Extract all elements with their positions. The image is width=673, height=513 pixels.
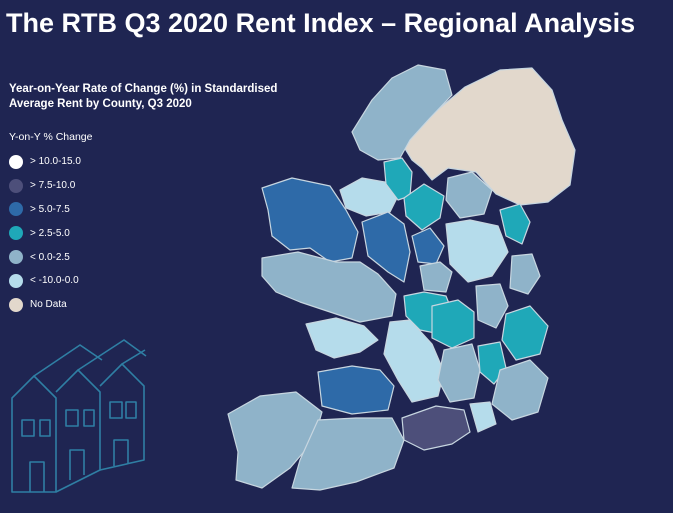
legend-swatch <box>9 202 23 217</box>
region-cavan[interactable] <box>403 183 445 231</box>
region-wicklow[interactable] <box>501 305 549 361</box>
legend-swatch <box>9 154 23 169</box>
legend-swatch <box>9 226 23 241</box>
legend-label: < -10.0-0.0 <box>30 275 79 287</box>
legend-label: > 2.5-5.0 <box>30 227 70 239</box>
region-donegal[interactable] <box>351 64 453 161</box>
region-clare[interactable] <box>305 317 379 359</box>
legend-item: No Data <box>9 293 81 317</box>
region-mayo[interactable] <box>261 177 359 263</box>
legend-label: > 7.5-10.0 <box>30 180 76 192</box>
region-kilkenny[interactable] <box>437 343 481 403</box>
legend-label: No Data <box>30 299 67 311</box>
legend-label: > 5.0-7.5 <box>30 203 70 215</box>
region-westmeath[interactable] <box>419 261 453 293</box>
region-louth[interactable] <box>499 203 531 245</box>
region-waterford-east[interactable] <box>469 401 497 433</box>
region-northern-ireland[interactable] <box>403 67 576 206</box>
legend-swatch <box>9 273 23 288</box>
region-roscommon[interactable] <box>361 211 411 283</box>
region-wexford[interactable] <box>491 359 549 421</box>
region-tipperary[interactable] <box>383 319 445 403</box>
legend-label: > 10.0-15.0 <box>30 156 81 168</box>
legend: > 10.0-15.0 > 7.5-10.0 > 5.0-7.5 > 2.5-5… <box>9 150 81 317</box>
legend-swatch <box>9 297 23 312</box>
region-waterford[interactable] <box>401 405 471 451</box>
legend-item: > 7.5-10.0 <box>9 174 81 198</box>
region-cork[interactable] <box>291 417 405 491</box>
region-sligo[interactable] <box>339 177 399 217</box>
region-meath[interactable] <box>445 219 509 283</box>
legend-item: > 10.0-15.0 <box>9 150 81 174</box>
legend-item: > 2.5-5.0 <box>9 221 81 245</box>
region-longford[interactable] <box>411 227 445 265</box>
legend-swatch <box>9 250 23 265</box>
legend-item: > 5.0-7.5 <box>9 198 81 222</box>
region-kildare[interactable] <box>475 283 509 329</box>
legend-item: < -10.0-0.0 <box>9 269 81 293</box>
map-subtitle: Year-on-Year Rate of Change (%) in Stand… <box>9 83 278 110</box>
region-limerick[interactable] <box>317 365 395 415</box>
region-laois[interactable] <box>431 299 475 349</box>
region-dublin[interactable] <box>509 253 541 295</box>
legend-title: Y-on-Y % Change <box>9 131 93 143</box>
region-galway[interactable] <box>261 251 397 323</box>
region-kerry[interactable] <box>227 391 323 489</box>
legend-swatch <box>9 178 23 193</box>
legend-item: < 0.0-2.5 <box>9 245 81 269</box>
region-monaghan[interactable] <box>445 171 493 219</box>
map-title: The RTB Q3 2020 Rent Index – Regional An… <box>6 8 636 38</box>
legend-label: < 0.0-2.5 <box>30 251 70 263</box>
